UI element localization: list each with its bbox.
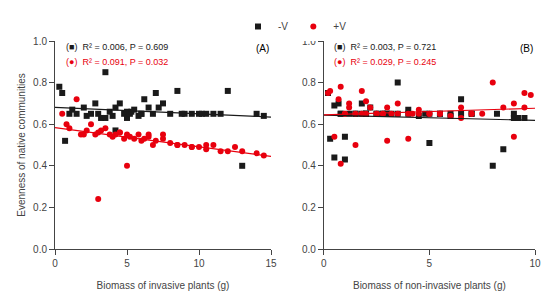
svg-text:5: 5 (427, 258, 433, 269)
svg-text:0.2: 0.2 (302, 202, 316, 213)
svg-text:0.6: 0.6 (302, 119, 316, 130)
svg-text:1.0: 1.0 (33, 36, 47, 47)
svg-text:10: 10 (529, 258, 541, 269)
svg-text:(B): (B) (520, 43, 533, 54)
svg-text:(■) R² = 0.006, P = 0.609: (■) R² = 0.006, P = 0.609 (66, 42, 168, 52)
svg-text:15: 15 (265, 258, 277, 269)
svg-text:10: 10 (193, 258, 205, 269)
svg-text:-V: -V (278, 21, 288, 32)
svg-text:Biomass of non-invasive plants: Biomass of non-invasive plants (g) (353, 280, 506, 291)
svg-text:0.2: 0.2 (33, 202, 47, 213)
svg-text:0.0: 0.0 (33, 244, 47, 255)
svg-text:0.8: 0.8 (302, 77, 316, 88)
svg-text:(A): (A) (256, 43, 269, 54)
svg-text:(■) R² = 0.003, P = 0.721: (■) R² = 0.003, P = 0.721 (334, 42, 436, 52)
svg-text:+V: +V (333, 21, 346, 32)
svg-text:0.0: 0.0 (302, 244, 316, 255)
svg-text:0.6: 0.6 (33, 119, 47, 130)
svg-text:0.8: 0.8 (33, 77, 47, 88)
svg-text:5: 5 (124, 258, 130, 269)
svg-text:0.4: 0.4 (33, 160, 47, 171)
svg-text:0.4: 0.4 (302, 160, 316, 171)
svg-text:Evenness of native communities: Evenness of native communities (16, 73, 27, 216)
svg-text:(●) R² = 0.029, P = 0.245: (●) R² = 0.029, P = 0.245 (334, 57, 436, 67)
svg-text:0: 0 (321, 258, 327, 269)
svg-text:Biomass of invasive plants (g): Biomass of invasive plants (g) (97, 280, 230, 291)
svg-text:0: 0 (52, 258, 58, 269)
svg-text:(●) R² = 0.091, P = 0.032: (●) R² = 0.091, P = 0.032 (66, 57, 168, 67)
